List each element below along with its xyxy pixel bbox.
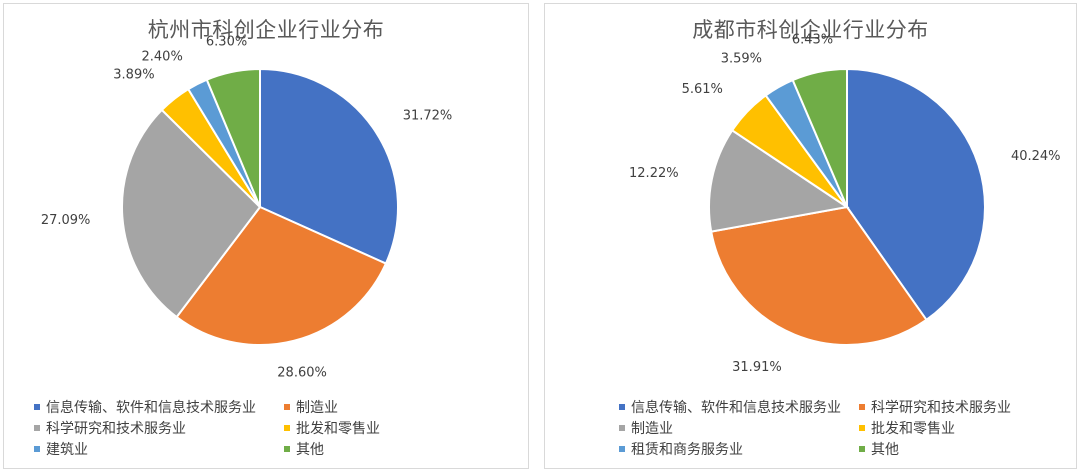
legend-label: 批发和零售业 — [871, 421, 955, 437]
legend-label: 科学研究和技术服务业 — [871, 400, 1011, 416]
data-label: 3.59% — [721, 51, 762, 66]
legend-item: 科学研究和技术服务业 — [859, 397, 1011, 417]
legend-swatch — [34, 446, 40, 452]
chart-title: 成都市科创企业行业分布 — [692, 18, 929, 42]
legend-item: 制造业 — [619, 418, 673, 438]
data-label: 5.61% — [682, 82, 723, 97]
legend-item: 其他 — [284, 439, 324, 459]
data-label: 3.89% — [113, 68, 154, 83]
legend-item: 批发和零售业 — [859, 418, 955, 438]
chart-panel-hangzhou: 杭州市科创企业行业分布 31.72% 28.60% 27.09% 3.89% 2.40%… — [3, 3, 529, 469]
legend-label: 信息传输、软件和信息技术服务业 — [46, 400, 256, 416]
legend-label: 科学研究和技术服务业 — [46, 421, 186, 437]
pie-slice-5 — [205, 67, 261, 208]
legend-item: 批发和零售业 — [284, 418, 380, 438]
data-label: 40.24% — [1011, 149, 1061, 164]
legend-label: 制造业 — [296, 400, 338, 416]
legend-item: 信息传输、软件和信息技术服务业 — [34, 397, 256, 417]
legend-label: 信息传输、软件和信息技术服务业 — [631, 400, 841, 416]
legend-swatch — [619, 404, 625, 410]
legend-swatch — [859, 446, 865, 452]
legend-label: 制造业 — [631, 421, 673, 437]
legend-swatch — [284, 404, 290, 410]
pie-slice-2 — [121, 108, 262, 319]
legend-label: 批发和零售业 — [296, 421, 380, 437]
data-label: 28.60% — [277, 366, 327, 381]
chart-panel-chengdu: 成都市科创企业行业分布 40.24% 31.91% 12.22% 5.61% 3.59%… — [544, 3, 1077, 469]
data-label: 12.22% — [629, 166, 679, 181]
legend-item: 科学研究和技术服务业 — [34, 418, 186, 438]
legend-swatch — [619, 446, 625, 452]
legend-item: 制造业 — [284, 397, 338, 417]
legend-swatch — [284, 425, 290, 431]
data-label: 2.40% — [142, 50, 183, 65]
pie-slice-5 — [791, 67, 848, 208]
legend-item: 建筑业 — [34, 439, 88, 459]
legend-item: 租赁和商务服务业 — [619, 439, 743, 459]
legend-swatch — [34, 425, 40, 431]
pie-chart-hangzhou: 31.72% 28.60% 27.09% 3.89% 2.40% 6.30% — [41, 34, 453, 381]
legend-swatch — [34, 404, 40, 410]
pie-slice-2 — [708, 128, 850, 233]
legend-label: 其他 — [296, 442, 324, 458]
data-label: 6.30% — [206, 34, 247, 49]
data-label: 31.91% — [732, 360, 782, 375]
pie-slice-1 — [175, 205, 388, 346]
data-label: 31.72% — [403, 109, 453, 124]
legend-label: 其他 — [871, 442, 899, 458]
legend-item: 其他 — [859, 439, 899, 459]
data-label: 27.09% — [41, 213, 91, 228]
legend-swatch — [859, 404, 865, 410]
pie-slice-0 — [259, 67, 399, 265]
legend-swatch — [859, 425, 865, 431]
legend-label: 建筑业 — [46, 442, 88, 458]
pie-slice-0 — [846, 67, 986, 322]
data-label: 6.43% — [792, 32, 833, 47]
legend-label: 租赁和商务服务业 — [631, 442, 743, 458]
chart-title: 杭州市科创企业行业分布 — [147, 18, 385, 42]
legend-swatch — [619, 425, 625, 431]
pie-slice-1 — [710, 205, 928, 346]
pie-chart-chengdu: 40.24% 31.91% 12.22% 5.61% 3.59% 6.43% — [629, 32, 1061, 375]
legend-item: 信息传输、软件和信息技术服务业 — [619, 397, 841, 417]
legend-swatch — [284, 446, 290, 452]
